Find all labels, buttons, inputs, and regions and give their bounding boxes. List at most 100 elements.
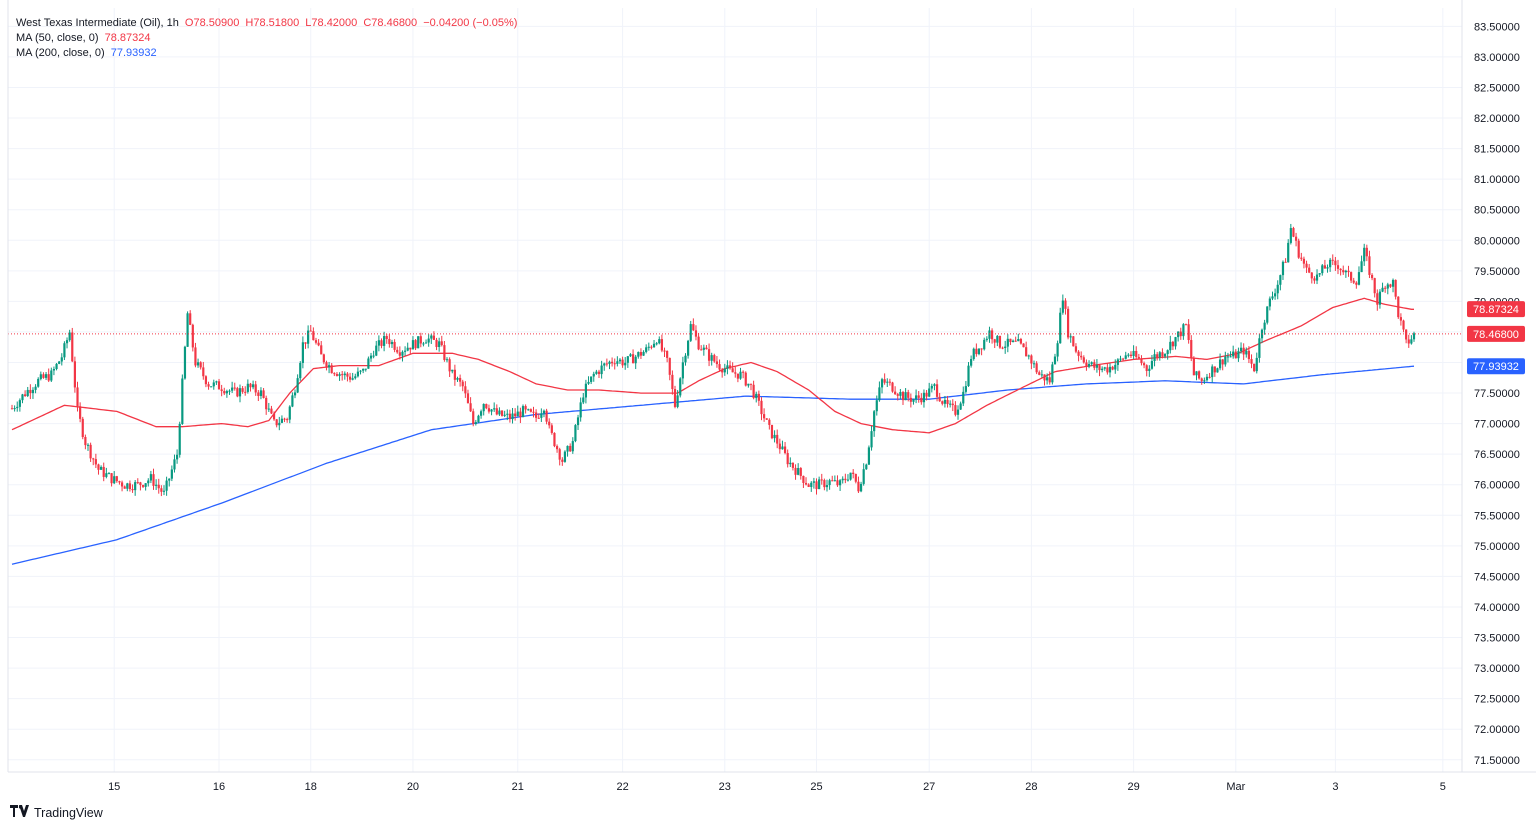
- candle-body: [870, 431, 873, 448]
- candle-body: [1137, 356, 1140, 359]
- candle-body: [419, 336, 422, 344]
- candle-body: [1082, 357, 1085, 363]
- symbol-title[interactable]: West Texas Intermediate (Oil), 1h: [16, 17, 179, 29]
- candle-body: [107, 473, 111, 475]
- candle-body: [812, 481, 815, 483]
- candle-body: [231, 387, 234, 391]
- candle-body: [411, 340, 415, 350]
- candle-body: [909, 397, 912, 402]
- candle-body: [401, 351, 404, 356]
- candle-body: [147, 480, 150, 484]
- candle-body: [189, 313, 192, 325]
- candle-body: [131, 489, 134, 491]
- candle-body: [933, 384, 936, 386]
- candle-body: [246, 383, 249, 392]
- legend-ma50-row[interactable]: MA (50, close, 0) 78.87324: [16, 31, 517, 46]
- candle-body: [967, 365, 970, 387]
- candle-body: [550, 425, 553, 433]
- candle-body: [943, 399, 947, 404]
- candle-body: [1232, 351, 1235, 357]
- y-tick-label: 74.00000: [1474, 602, 1520, 614]
- candle-body: [244, 391, 247, 393]
- candle-body: [141, 485, 145, 487]
- ma50-label: MA (50, close, 0): [16, 32, 99, 44]
- candle-body: [899, 392, 902, 396]
- candle-body: [901, 392, 905, 401]
- y-tick-label: 80.50000: [1474, 205, 1520, 217]
- candle-body: [152, 474, 155, 486]
- candle-body: [1263, 322, 1266, 330]
- candle-body: [487, 408, 491, 412]
- candle-body: [485, 403, 488, 409]
- candle-body: [414, 340, 417, 349]
- candle-body: [1292, 228, 1295, 237]
- candle-body: [592, 373, 595, 377]
- candle-body: [1407, 339, 1410, 344]
- candle-body: [207, 384, 210, 387]
- candle-body: [29, 389, 32, 394]
- candle-body: [705, 347, 708, 350]
- candle-body: [1357, 272, 1361, 285]
- candle-body: [1166, 350, 1169, 355]
- candle-body: [52, 369, 56, 371]
- candle-body: [731, 368, 734, 373]
- candle-body: [362, 368, 365, 371]
- candle-body: [883, 379, 886, 383]
- candle-body: [713, 355, 716, 362]
- candle-body: [676, 395, 679, 407]
- candle-body: [1158, 352, 1161, 358]
- candle-body: [1059, 312, 1062, 344]
- candle-body: [1048, 377, 1051, 383]
- tradingview-brand[interactable]: TradingView: [10, 805, 103, 820]
- low-value: L78.42000: [305, 17, 358, 29]
- candle-body: [1300, 257, 1303, 259]
- candle-body: [307, 330, 310, 344]
- open-value: O78.50900: [184, 17, 240, 29]
- candle-body: [210, 386, 213, 388]
- candle-body: [1402, 320, 1405, 330]
- candle-body: [128, 483, 132, 490]
- candle-body: [1080, 355, 1083, 358]
- candle-body: [1011, 340, 1015, 343]
- candle-body: [1384, 287, 1387, 289]
- candle-body: [642, 351, 645, 356]
- candle-body: [1161, 352, 1164, 357]
- axes-layer: 83.50000 83.00000 82.50000 82.00000 81.50000…: [7, 0, 1536, 793]
- candle-body: [1106, 367, 1109, 373]
- candle-body: [97, 464, 100, 470]
- candle-body: [524, 406, 527, 410]
- candle-body: [102, 466, 105, 477]
- candle-body: [369, 355, 373, 359]
- candle-body: [862, 469, 865, 484]
- candle-body: [1216, 368, 1219, 373]
- x-tick-label: 5: [1440, 781, 1446, 793]
- candle-body: [1373, 278, 1376, 294]
- candle-body: [789, 462, 792, 465]
- candle-body: [1370, 274, 1374, 279]
- candle-body: [776, 434, 779, 444]
- candle-body: [608, 361, 611, 364]
- legend-ma200-row[interactable]: MA (200, close, 0) 77.93932: [16, 46, 517, 61]
- candle-body: [1135, 350, 1138, 357]
- candle-body: [650, 346, 653, 348]
- candle-body: [1389, 284, 1392, 287]
- candle-body: [1064, 300, 1067, 309]
- candle-body: [867, 447, 871, 465]
- candle-body: [553, 432, 556, 447]
- candle-body: [1200, 378, 1203, 381]
- candle-body: [794, 467, 797, 475]
- candle-body: [833, 480, 836, 482]
- candle-body: [1410, 339, 1413, 344]
- candle-body: [532, 411, 535, 413]
- y-tick-label: 75.50000: [1474, 510, 1520, 522]
- candle-body: [149, 474, 152, 481]
- candle-body: [417, 336, 420, 349]
- candle-body: [160, 488, 163, 492]
- candle-body: [204, 376, 208, 385]
- candle-body: [309, 330, 312, 332]
- candle-body: [225, 391, 228, 394]
- candle-body: [815, 481, 818, 490]
- y-tick-label: 81.00000: [1474, 174, 1520, 186]
- candle-body: [1310, 272, 1313, 279]
